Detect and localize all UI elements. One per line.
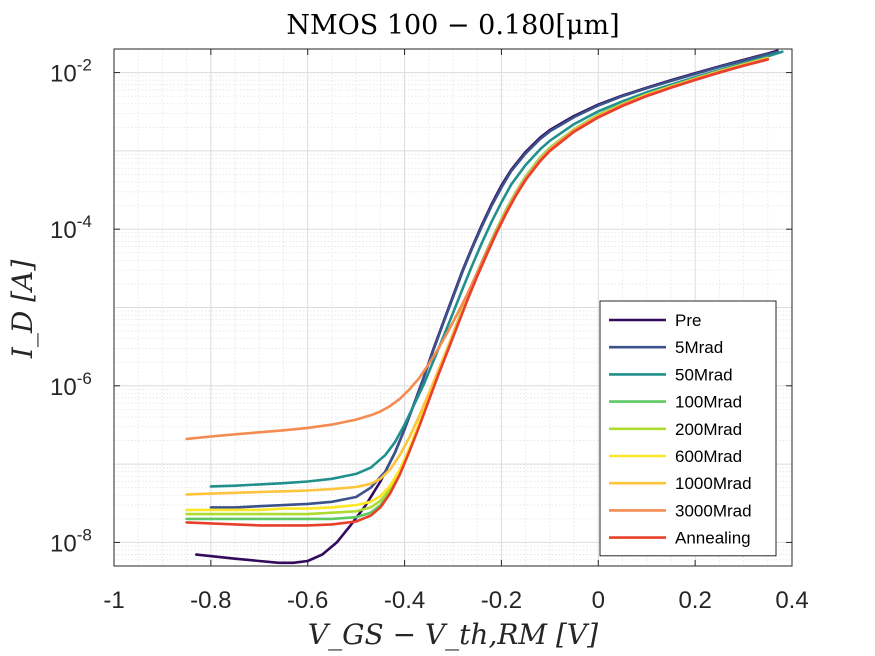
x-tick-label: -1 — [103, 587, 124, 614]
chart-title: NMOS 100 − 0.180[μm] — [286, 10, 619, 41]
legend-entry: 600Mrad — [609, 447, 742, 466]
legend-entry: 200Mrad — [609, 420, 742, 439]
x-tick-label: -0.2 — [481, 587, 522, 614]
y-tick-label: 10-2 — [50, 56, 92, 88]
x-tick-labels: -1 -0.8 -0.6 -0.4 -0.2 0 0.2 0.4 — [103, 587, 808, 614]
legend-label: 600Mrad — [675, 447, 742, 466]
x-tick-label: -0.8 — [190, 587, 231, 614]
series-layer — [185, 49, 784, 565]
y-tick-label: 10-6 — [50, 369, 92, 401]
y-tick-exponent: -8 — [77, 525, 92, 544]
x-tick-label: 0.4 — [775, 587, 808, 614]
legend-entry: 100Mrad — [609, 393, 742, 412]
legend-label: 100Mrad — [675, 393, 742, 412]
y-tick-exponent: -6 — [77, 369, 92, 388]
legend-label: 200Mrad — [675, 420, 742, 439]
y-tick-exponent: -2 — [77, 56, 92, 75]
x-tick-label: 0 — [592, 587, 605, 614]
x-tick-label: 0.2 — [678, 587, 711, 614]
legend: Pre 5Mrad 50Mrad 100Mrad 200Mrad 600Mrad 1000M… — [599, 300, 777, 557]
legend-box — [599, 300, 777, 557]
x-axis-label: V_GS − V_th,RM [V] — [308, 618, 598, 651]
series-line-5mrad — [209, 50, 779, 509]
x-tick-label: -0.4 — [384, 587, 425, 614]
legend-label: 3000Mrad — [675, 501, 752, 520]
legend-entry: 50Mrad — [609, 365, 733, 384]
y-tick-label: 10-8 — [50, 525, 92, 557]
legend-entry: 1000Mrad — [609, 474, 752, 493]
y-axis-label: I_D [A] — [6, 260, 39, 360]
legend-entry: 5Mrad — [609, 338, 723, 357]
legend-label: 1000Mrad — [675, 474, 752, 493]
legend-label: Pre — [675, 311, 701, 330]
legend-entry: Annealing — [609, 529, 751, 548]
y-tick-labels: 10-8 10-6 10-4 10-2 — [50, 56, 92, 558]
legend-label: 50Mrad — [675, 365, 733, 384]
x-tick-label: -0.6 — [287, 587, 328, 614]
series-line-annealing — [185, 58, 770, 527]
plot-frame — [113, 48, 793, 567]
legend-label: 5Mrad — [675, 338, 723, 357]
y-tick-label: 10-4 — [50, 212, 92, 244]
series-line-50mrad — [209, 50, 784, 488]
tick-marks — [113, 49, 793, 566]
y-tick-exponent: -4 — [77, 212, 92, 231]
legend-entry: Pre — [609, 311, 701, 330]
legend-entry: 3000Mrad — [609, 501, 752, 520]
legend-label: Annealing — [675, 529, 751, 548]
